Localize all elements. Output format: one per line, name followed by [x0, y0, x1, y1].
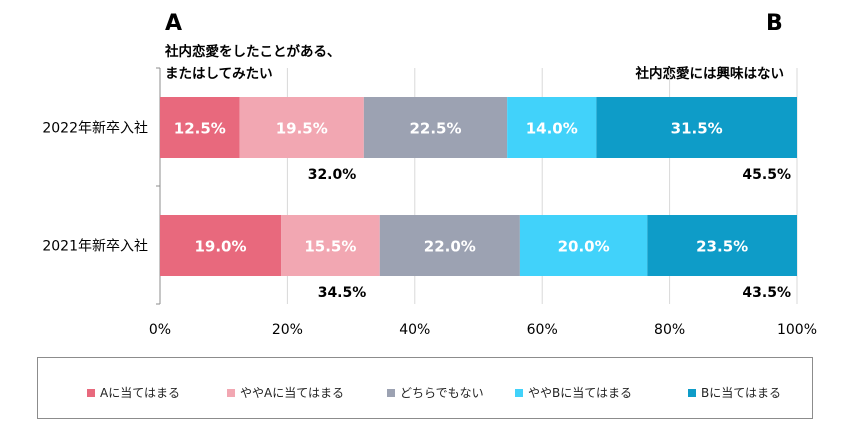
legend-item: どちらでもない: [387, 384, 484, 401]
legend-swatch: [87, 388, 95, 397]
x-tick-label: 40%: [399, 322, 430, 338]
b-side-total-label: 43.5%: [742, 285, 791, 301]
legend-label: Aに当てはまる: [100, 386, 180, 400]
bar-segment: [647, 215, 797, 276]
x-tick-label: 100%: [777, 322, 817, 338]
b-side-letter: B: [766, 11, 783, 36]
a-side-letter: A: [165, 11, 183, 36]
bar-segment: [519, 215, 648, 276]
stacked-bar-chart: 12.5% 19.5% 22.5% 14.0% 31.5% 2022年新卒入社 19.0% 1…: [42, 67, 817, 338]
x-tick-label: 20%: [272, 322, 303, 338]
bar-segment-label: 15.5%: [304, 238, 356, 256]
legend: Aに当てはまる ややAに当てはまる どちらでもない ややBに当てはまる Bに当てはまる: [37, 357, 813, 419]
legend-item: Bに当てはまる: [688, 384, 781, 401]
legend-swatch: [387, 388, 395, 397]
legend-swatch: [515, 388, 523, 397]
a-side-description-line2: またはしてみたい: [165, 66, 273, 82]
legend-label: Bに当てはまる: [701, 386, 781, 400]
bar-segment-label: 19.5%: [276, 120, 328, 138]
a-side-description-line1: 社内恋愛をしたことがある、: [165, 44, 341, 60]
legend-item: ややBに当てはまる: [515, 384, 632, 401]
category-label: 2021年新卒入社: [42, 239, 148, 255]
bar-segment: [160, 215, 282, 276]
bar-segment-label: 12.5%: [174, 120, 226, 138]
legend-swatch: [688, 388, 696, 397]
legend-label: ややAに当てはまる: [240, 386, 344, 400]
bar-segment: [239, 97, 364, 158]
bar-segment: [363, 97, 508, 158]
bar-segment-label: 22.5%: [409, 120, 461, 138]
bar-segment: [281, 215, 380, 276]
bar-segment-label: 19.0%: [194, 238, 246, 256]
a-side-total-label: 32.0%: [308, 167, 357, 183]
bar-segment: [160, 97, 240, 158]
bar-segment: [596, 97, 797, 158]
legend-item: ややAに当てはまる: [227, 384, 344, 401]
legend-label: どちらでもない: [400, 386, 484, 400]
bar-segment-label: 14.0%: [526, 120, 578, 138]
x-tick-label: 80%: [654, 322, 685, 338]
bar-segment-label: 20.0%: [558, 238, 610, 256]
bar-segment: [507, 97, 597, 158]
a-side-total-label: 34.5%: [318, 285, 367, 301]
b-side-description: 社内恋愛には興味はない: [635, 66, 785, 82]
bar-segment-label: 31.5%: [671, 120, 723, 138]
legend-swatch: [227, 388, 235, 397]
bar-segment-label: 23.5%: [696, 238, 748, 256]
x-tick-label: 0%: [149, 322, 171, 338]
legend-label: ややBに当てはまる: [528, 386, 632, 400]
category-label: 2022年新卒入社: [42, 121, 148, 137]
bar-segment-label: 22.0%: [424, 238, 476, 256]
bar-segment: [379, 215, 520, 276]
x-tick-label: 60%: [527, 322, 558, 338]
legend-item: Aに当てはまる: [87, 384, 180, 401]
b-side-total-label: 45.5%: [742, 167, 791, 183]
